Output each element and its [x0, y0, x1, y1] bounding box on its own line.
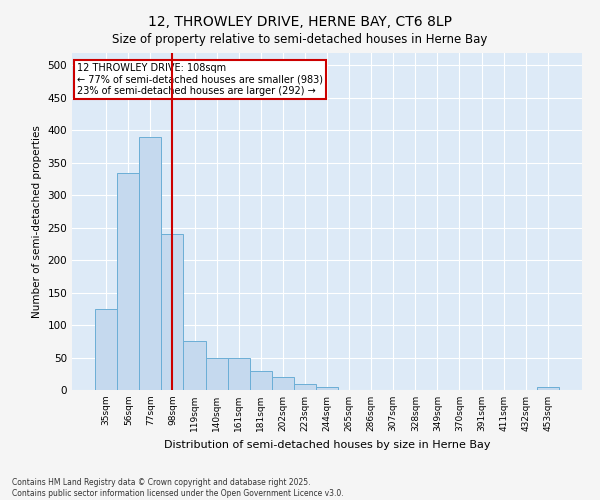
Text: 12, THROWLEY DRIVE, HERNE BAY, CT6 8LP: 12, THROWLEY DRIVE, HERNE BAY, CT6 8LP — [148, 15, 452, 29]
Bar — [206, 358, 227, 390]
Bar — [272, 377, 294, 390]
Text: Size of property relative to semi-detached houses in Herne Bay: Size of property relative to semi-detach… — [112, 32, 488, 46]
Bar — [316, 387, 338, 390]
Bar — [117, 172, 139, 390]
Text: 12 THROWLEY DRIVE: 108sqm
← 77% of semi-detached houses are smaller (983)
23% of: 12 THROWLEY DRIVE: 108sqm ← 77% of semi-… — [77, 62, 323, 96]
Bar — [161, 234, 184, 390]
X-axis label: Distribution of semi-detached houses by size in Herne Bay: Distribution of semi-detached houses by … — [164, 440, 490, 450]
Bar — [95, 309, 117, 390]
Bar — [184, 342, 206, 390]
Bar — [227, 358, 250, 390]
Bar — [537, 387, 559, 390]
Bar — [250, 370, 272, 390]
Text: Contains HM Land Registry data © Crown copyright and database right 2025.
Contai: Contains HM Land Registry data © Crown c… — [12, 478, 344, 498]
Bar — [294, 384, 316, 390]
Y-axis label: Number of semi-detached properties: Number of semi-detached properties — [32, 125, 42, 318]
Bar — [139, 137, 161, 390]
